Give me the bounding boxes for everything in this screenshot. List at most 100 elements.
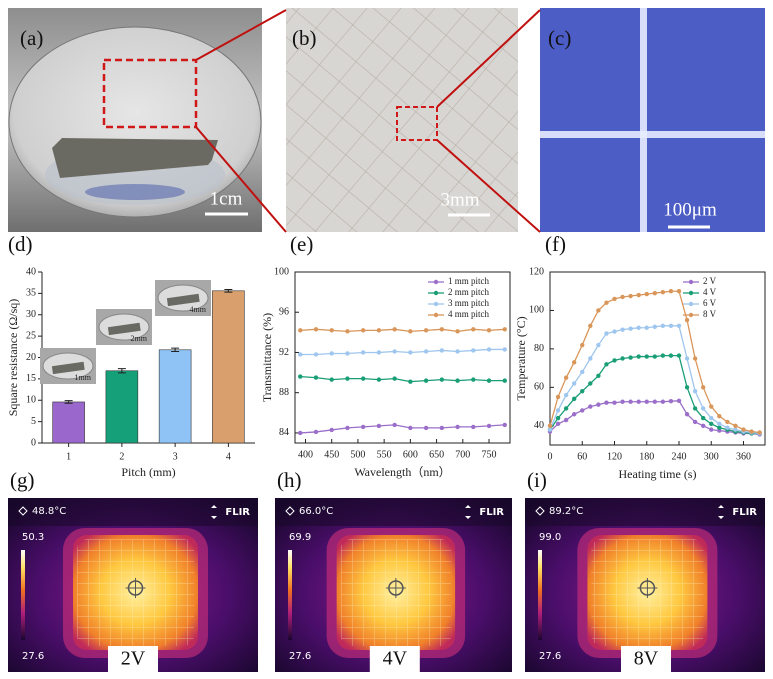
thermal-bar (275, 498, 512, 526)
thermal-panel: 66.0°C FLIR 69.9 27.6 4V (h) (275, 468, 512, 672)
data-point (455, 349, 460, 354)
x-tick-label: 300 (704, 451, 719, 462)
data-point (408, 329, 413, 334)
data-point (709, 421, 714, 427)
x-tick-label: 4 (226, 451, 231, 462)
series-line (300, 424, 505, 434)
data-point (502, 347, 507, 352)
inset-film (107, 322, 141, 336)
data-point (329, 427, 334, 433)
data-point (660, 289, 666, 295)
voltage-box (621, 646, 671, 672)
legend-marker (433, 290, 439, 296)
brand: FLIR (732, 507, 757, 518)
data-point (408, 379, 413, 384)
data-point (555, 421, 561, 427)
thermal-panel: 89.2°C FLIR 99.0 27.6 8V (i) (525, 468, 765, 672)
data-point (668, 353, 674, 358)
data-point (588, 404, 593, 409)
data-point (660, 399, 666, 404)
x-tick-label: 180 (639, 451, 654, 462)
data-point (329, 328, 334, 333)
spot-cross (385, 578, 406, 598)
x-tick-label: 600 (403, 449, 418, 460)
data-point (580, 408, 585, 413)
data-point (596, 342, 601, 348)
data-point (644, 354, 649, 359)
brand-icon (211, 505, 217, 519)
data-point (360, 424, 366, 430)
x-tick-label: 0 (548, 451, 553, 462)
data-point (612, 329, 617, 334)
data-point (604, 300, 609, 305)
data-point (423, 425, 429, 431)
data-point (547, 427, 553, 432)
x-tick-label: 450 (324, 449, 339, 460)
data-point (376, 350, 382, 355)
data-point (423, 328, 429, 333)
data-point (392, 422, 397, 428)
data-point (676, 353, 682, 358)
scale-min: 27.6 (22, 651, 44, 662)
legend-marker (688, 279, 694, 285)
bar (105, 370, 139, 444)
panel-label: (d) (8, 232, 33, 256)
x-axis-label: Wavelength（nm） (354, 465, 450, 479)
data-point (676, 398, 682, 403)
data-point (717, 421, 722, 427)
scale-min: 27.6 (539, 651, 561, 662)
x-tick-label: 550 (377, 449, 392, 460)
data-point (471, 348, 476, 353)
x-tick-label: 750 (482, 449, 497, 460)
zoom-lines (195, 9, 541, 233)
data-point (717, 413, 722, 419)
thermal-panel: 48.8°C FLIR 50.3 27.6 2V (g) (8, 468, 258, 672)
data-point (628, 326, 633, 331)
spot-cross (125, 578, 146, 598)
y-tick-label: 80 (534, 343, 544, 354)
legend-label: 4 mm pitch (448, 309, 489, 319)
y-axis-label: Temperature (°C) (514, 316, 528, 400)
color-scale (538, 550, 542, 640)
data-point (676, 323, 682, 329)
data-point (725, 419, 730, 425)
data-point (392, 376, 397, 381)
bar (52, 401, 85, 444)
y-tick-label: 40 (26, 266, 36, 277)
brand-icon (718, 505, 724, 519)
x-axis-label: Pitch (mm) (121, 465, 175, 479)
data-point (644, 399, 649, 404)
scale-label: 3mm (440, 189, 479, 210)
y-tick-label: 92 (279, 347, 289, 358)
x-tick-label: 360 (736, 451, 751, 462)
photo-a: 1cm (a) (8, 8, 262, 232)
data-point (692, 388, 698, 394)
data-point (313, 352, 319, 357)
data-point (423, 349, 429, 354)
data-point (580, 369, 585, 375)
y-tick-label: 120 (529, 266, 544, 277)
data-point (555, 408, 561, 413)
data-point (547, 423, 553, 428)
data-point (329, 351, 334, 356)
y-tick-label: 100 (529, 305, 544, 316)
y-tick-label: 5 (31, 416, 36, 427)
spot-temp: 89.2°C (549, 506, 583, 517)
y-tick-label: 25 (26, 330, 36, 341)
legend-marker (688, 301, 694, 307)
data-point (604, 362, 609, 367)
data-point (692, 406, 698, 411)
x-tick-label: 240 (672, 451, 687, 462)
voltage-label: 2V (121, 648, 146, 670)
chart: (d) 0 5 10 15 20 25 30 35 40 Square resistance (Ω/… (6, 232, 255, 479)
data-point (329, 377, 334, 382)
data-point (709, 427, 714, 432)
spot-temp: 66.0°C (299, 506, 333, 517)
data-point (588, 356, 593, 361)
data-point (612, 296, 617, 302)
y-tick-label: 35 (26, 288, 36, 299)
data-point (588, 323, 593, 329)
data-point (700, 385, 706, 390)
data-point (345, 329, 350, 334)
data-point (345, 351, 350, 356)
